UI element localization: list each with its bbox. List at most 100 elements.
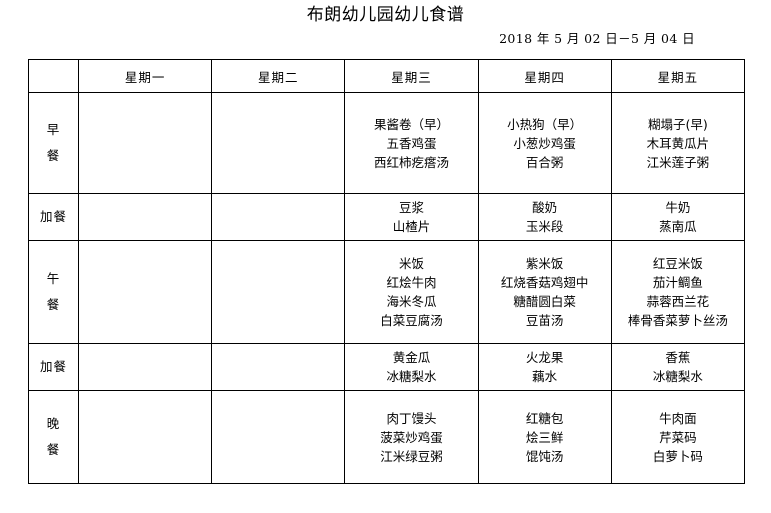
- menu-item: 小热狗（早）: [507, 116, 583, 132]
- menu-item: 牛奶: [665, 200, 691, 215]
- row-label-text: 加餐: [29, 354, 78, 380]
- cell-breakfast-wednesday: 果酱卷（早） 五香鸡蛋西红柿疙瘩汤: [344, 92, 479, 194]
- menu-item: 牛肉面: [659, 410, 697, 426]
- menu-item: 小葱炒鸡蛋: [513, 135, 576, 151]
- cell-dinner-tuesday: [211, 390, 346, 484]
- menu-item: 紫米饭: [525, 256, 564, 271]
- menu-item: 海米冬瓜: [386, 294, 437, 309]
- menu-item: 蒜蓉西兰花: [646, 294, 710, 309]
- cell-lunch-wednesday: 米饭红烩牛肉海米冬瓜白菜豆腐汤: [344, 240, 479, 344]
- menu-item: 豆苗汤: [525, 313, 564, 328]
- menu-item: 五香鸡蛋: [386, 135, 437, 151]
- header-corner-cell: [28, 59, 79, 93]
- cell-afternoon-snack-friday: 香蕉 冰糖梨水: [610, 343, 745, 391]
- date-range-label: 2018 年 5 月 02 日－5 月 04 日: [499, 31, 695, 46]
- row-label-afternoon-snack: 加餐: [28, 343, 79, 391]
- row-label-lunch: 午餐: [28, 240, 79, 344]
- menu-item: 江米莲子粥: [646, 154, 710, 170]
- menu-item: 玉米段: [525, 219, 564, 234]
- cell-dinner-monday: [77, 390, 213, 484]
- header-day-thursday: 星期四: [477, 59, 612, 93]
- cell-afternoon-snack-tuesday: [211, 343, 346, 391]
- cell-dinner-friday: 牛肉面芹菜码白萝卜码: [610, 390, 745, 484]
- menu-item: 白菜豆腐汤: [380, 313, 443, 328]
- table-row-morning-snack: 加餐 豆浆 山楂片 酸奶 玉米段 牛奶 蒸南瓜: [28, 193, 745, 241]
- cell-afternoon-snack-thursday: 火龙果 藕水: [477, 343, 612, 391]
- cell-lunch-friday: 红豆米饭茄汁鲷鱼蒜蓉西兰花棒骨香菜萝卜丝汤: [610, 240, 745, 344]
- menu-item: 百合粥: [525, 154, 564, 170]
- menu-item: 馄饨汤: [525, 448, 564, 464]
- table-row-afternoon-snack: 加餐 黄金瓜 冰糖梨水 火龙果 藕水 香蕉 冰糖梨水: [28, 343, 745, 391]
- menu-item: 棒骨香菜萝卜丝汤: [627, 313, 728, 328]
- cell-morning-snack-monday: [77, 193, 213, 241]
- header-day-monday: 星期一: [77, 59, 213, 93]
- row-label-line: 加餐: [39, 359, 67, 374]
- cell-lunch-monday: [77, 240, 213, 344]
- menu-item: 糊塌子(早): [647, 116, 708, 132]
- header-day-wednesday: 星期三: [344, 59, 479, 93]
- menu-item: 红豆米饭: [652, 256, 703, 271]
- menu-item: 红烩牛肉: [386, 275, 437, 290]
- cell-morning-snack-tuesday: [211, 193, 346, 241]
- menu-item: 红烧香菇鸡翅中: [500, 275, 589, 290]
- table-row-breakfast: 早餐 果酱卷（早） 五香鸡蛋西红柿疙瘩汤 小热狗（早） 小葱炒鸡蛋百合粥 糊塌子(早) 木耳…: [28, 92, 745, 194]
- row-label-line: 餐: [46, 442, 61, 457]
- row-label-dinner: 晚餐: [28, 390, 79, 484]
- row-label-text: 晚餐: [29, 411, 78, 463]
- menu-item: 木耳黄瓜片: [646, 135, 710, 151]
- row-label-text: 加餐: [29, 204, 78, 230]
- menu-item: 菠菜炒鸡蛋: [380, 429, 443, 445]
- cell-dinner-wednesday: 肉丁馒头菠菜炒鸡蛋江米绿豆粥: [344, 390, 479, 484]
- table-header-row: 星期一 星期二 星期三 星期四 星期五: [28, 59, 745, 93]
- page-title: 布朗幼儿园幼儿食谱: [306, 5, 465, 25]
- weekly-menu-table: 星期一 星期二 星期三 星期四 星期五 早餐 果酱卷（早） 五香鸡蛋 西红柿疙瘩汤 小热…: [28, 59, 745, 484]
- row-label-morning-snack: 加餐: [28, 193, 79, 241]
- cell-breakfast-monday: [77, 92, 213, 194]
- cell-lunch-thursday: 紫米饭红烧香菇鸡翅中 糖醋圆白菜豆苗汤: [477, 240, 612, 344]
- row-label-text: 午餐: [29, 266, 78, 318]
- menu-item: 蒸南瓜: [659, 219, 697, 234]
- menu-item: 黄金瓜: [392, 350, 431, 365]
- menu-item: 藕水: [532, 369, 558, 384]
- row-label-line: 餐: [46, 297, 61, 312]
- cell-breakfast-thursday: 小热狗（早） 小葱炒鸡蛋百合粥: [477, 92, 612, 194]
- menu-item: 肉丁馒头: [386, 410, 437, 426]
- menu-item: 火龙果: [525, 350, 564, 365]
- cell-dinner-thursday: 红糖包 烩三鲜 馄饨汤: [477, 390, 612, 484]
- header-day-tuesday: 星期二: [211, 59, 346, 93]
- menu-item: 糖醋圆白菜: [513, 294, 576, 309]
- row-label-line: 晚: [46, 416, 61, 431]
- table-row-lunch: 午餐米饭 红烩牛肉 海米冬瓜 白菜豆腐汤 紫米饭 红烧香菇鸡翅中 糖醋圆白菜 豆苗汤 红豆米饭茄…: [28, 240, 745, 344]
- table-row-dinner: 晚餐肉丁馒头 菠菜炒鸡蛋 江米绿豆粥 红糖包 烩三鲜 馄饨汤 牛肉面 芹菜码 白萝卜码: [28, 390, 745, 484]
- menu-item: 酸奶: [532, 200, 558, 215]
- cell-morning-snack-thursday: 酸奶 玉米段: [477, 193, 612, 241]
- menu-item: 芹菜码: [659, 429, 697, 445]
- menu-item: 西红柿疙瘩汤: [373, 154, 449, 170]
- row-label-line: 餐: [46, 148, 61, 163]
- menu-item: 豆浆: [398, 200, 424, 215]
- header-day-friday: 星期五: [610, 59, 745, 93]
- menu-item: 茄汁鲷鱼: [652, 275, 703, 290]
- menu-item: 红糖包: [525, 410, 564, 426]
- row-label-line: 午: [46, 271, 61, 286]
- cell-breakfast-friday: 糊塌子(早) 木耳黄瓜片江米莲子粥: [610, 92, 745, 194]
- cell-afternoon-snack-monday: [77, 343, 213, 391]
- menu-item: 山楂片: [392, 219, 431, 234]
- cell-breakfast-tuesday: [211, 92, 346, 194]
- menu-item: 冰糖梨水: [652, 369, 703, 384]
- menu-item: 米饭: [398, 256, 424, 271]
- menu-item: 香蕉: [665, 350, 691, 365]
- row-label-line: 加餐: [39, 209, 67, 224]
- menu-item: 果酱卷（早）: [373, 116, 449, 132]
- menu-item: 江米绿豆粥: [380, 448, 443, 464]
- menu-item: 白萝卜码: [652, 448, 703, 464]
- row-label-line: 早: [46, 122, 61, 137]
- row-label-text: 早餐: [29, 117, 78, 169]
- menu-item: 冰糖梨水: [386, 369, 437, 384]
- cell-afternoon-snack-wednesday: 黄金瓜 冰糖梨水: [344, 343, 479, 391]
- table-body: 早餐 果酱卷（早） 五香鸡蛋 西红柿疙瘩汤 小热狗（早） 小葱炒鸡蛋 百合粥 糊塌子(早) 木耳…: [28, 92, 745, 484]
- row-label-breakfast: 早餐: [28, 92, 79, 194]
- cell-morning-snack-wednesday: 豆浆 山楂片: [344, 193, 479, 241]
- menu-item: 烩三鲜: [525, 429, 564, 445]
